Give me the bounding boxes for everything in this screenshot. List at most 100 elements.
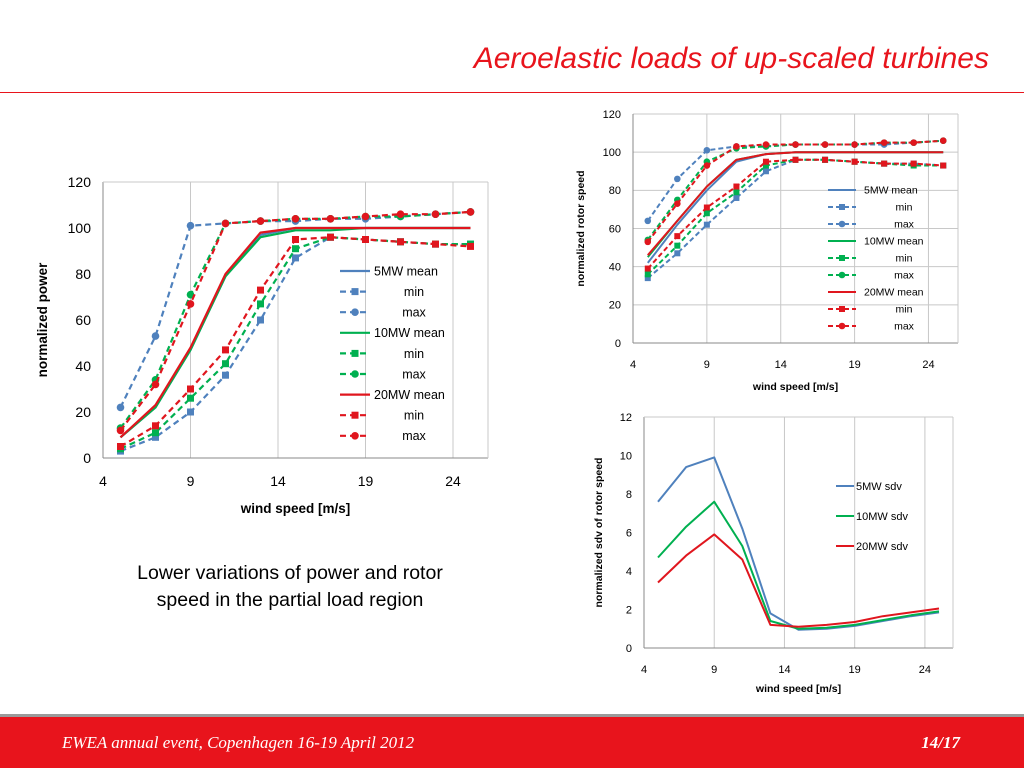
- legend-label: max: [402, 306, 426, 320]
- legend-marker-square: [839, 306, 845, 312]
- y-tick-label: 0: [83, 450, 91, 466]
- footer-bar: EWEA annual event, Copenhagen 16-19 Apri…: [0, 714, 1024, 768]
- legend-label: max: [894, 270, 915, 282]
- data-point-square: [222, 371, 229, 379]
- legend-label: 5MW mean: [864, 185, 918, 197]
- data-point-square: [257, 300, 264, 308]
- data-point-square: [187, 385, 194, 393]
- data-point-square: [467, 242, 474, 250]
- x-tick-label: 9: [187, 473, 195, 489]
- legend-label: max: [894, 219, 915, 231]
- data-point-circle: [221, 219, 230, 228]
- data-point-circle: [361, 212, 370, 221]
- y-tick-label: 2: [626, 604, 632, 616]
- legend-marker-circle: [351, 308, 359, 317]
- data-point-square: [257, 286, 264, 294]
- data-point-circle: [674, 200, 681, 207]
- data-point-circle: [821, 141, 829, 148]
- data-point-square: [703, 221, 710, 228]
- data-point-circle: [396, 210, 405, 218]
- data-point-square: [762, 162, 769, 169]
- series-line: [647, 139, 944, 243]
- x-tick-label: 19: [358, 473, 374, 489]
- y-tick-label: 0: [626, 643, 632, 655]
- data-point-circle: [256, 217, 265, 225]
- x-tick-label: 14: [775, 359, 787, 371]
- y-tick-label: 8: [626, 489, 632, 501]
- data-point-square: [674, 242, 681, 249]
- data-point-square: [940, 162, 947, 169]
- legend-label: 20MW sdv: [856, 541, 908, 553]
- data-point-square: [733, 183, 740, 190]
- y-axis-title: normalized power: [35, 262, 50, 378]
- x-tick-label: 4: [630, 359, 636, 371]
- data-point-square: [674, 233, 681, 240]
- y-tick-label: 100: [603, 147, 621, 159]
- legend-marker-square: [839, 255, 845, 261]
- data-point-square: [644, 271, 651, 278]
- data-point-square: [222, 360, 229, 368]
- legend-label: min: [896, 253, 913, 265]
- y-tick-label: 40: [75, 358, 91, 374]
- data-point-circle: [644, 238, 652, 246]
- x-tick-label: 24: [445, 473, 461, 489]
- data-point-circle: [910, 139, 917, 146]
- data-point-circle: [116, 426, 125, 435]
- x-axis-title: wind speed [m/s]: [752, 381, 838, 393]
- footer-event: EWEA annual event, Copenhagen 16-19 Apri…: [62, 733, 415, 752]
- data-point-square: [792, 156, 799, 163]
- x-tick-label: 4: [641, 664, 647, 676]
- legend-label: 10MW sdv: [856, 511, 908, 523]
- legend-label: max: [894, 321, 915, 333]
- data-point-circle: [762, 141, 770, 148]
- data-point-square: [674, 250, 681, 257]
- x-tick-label: 24: [922, 359, 934, 371]
- data-point-square: [733, 194, 740, 201]
- y-tick-label: 100: [68, 220, 92, 236]
- data-point-square: [187, 408, 194, 416]
- x-tick-label: 19: [848, 359, 860, 371]
- data-point-circle: [466, 208, 475, 216]
- y-tick-label: 4: [626, 566, 632, 578]
- x-tick-label: 14: [270, 473, 286, 489]
- y-tick-label: 60: [75, 312, 91, 328]
- legend-label: max: [402, 429, 426, 443]
- series-line: [647, 151, 944, 256]
- data-point-square: [432, 240, 439, 248]
- legend-label: min: [896, 202, 913, 214]
- series-line: [657, 533, 940, 628]
- data-point-circle: [674, 175, 681, 183]
- legend-marker-square: [351, 349, 359, 357]
- data-point-circle: [703, 146, 711, 154]
- data-point-square: [703, 204, 710, 211]
- legend-marker-circle: [351, 370, 359, 378]
- data-point-square: [733, 189, 740, 196]
- data-point-square: [881, 160, 888, 167]
- y-tick-label: 40: [609, 262, 621, 274]
- legend-marker-circle: [838, 220, 846, 228]
- data-point-circle: [151, 380, 160, 389]
- data-point-circle: [792, 141, 799, 148]
- data-point-square: [222, 346, 229, 354]
- data-point-circle: [939, 137, 947, 145]
- series-line: [647, 158, 944, 270]
- data-point-circle: [116, 403, 125, 412]
- series-line: [657, 500, 940, 630]
- data-point-square: [703, 210, 710, 217]
- legend-label: 5MW mean: [374, 264, 438, 278]
- y-tick-label: 20: [609, 300, 621, 312]
- x-axis-title: wind speed [m/s]: [755, 683, 841, 695]
- y-tick-label: 120: [603, 109, 621, 121]
- data-point-circle: [186, 300, 195, 308]
- legend-label: 10MW mean: [864, 236, 924, 248]
- y-axis-title: normalized rotor speed: [575, 170, 587, 286]
- slide-caption: Lower variations of power and rotor spee…: [137, 562, 443, 611]
- y-tick-label: 10: [620, 450, 632, 462]
- legend-label: max: [402, 367, 426, 381]
- legend-marker-circle: [351, 432, 359, 440]
- legend-marker-circle: [838, 271, 846, 279]
- data-point-circle: [186, 290, 195, 299]
- x-tick-label: 14: [778, 664, 790, 676]
